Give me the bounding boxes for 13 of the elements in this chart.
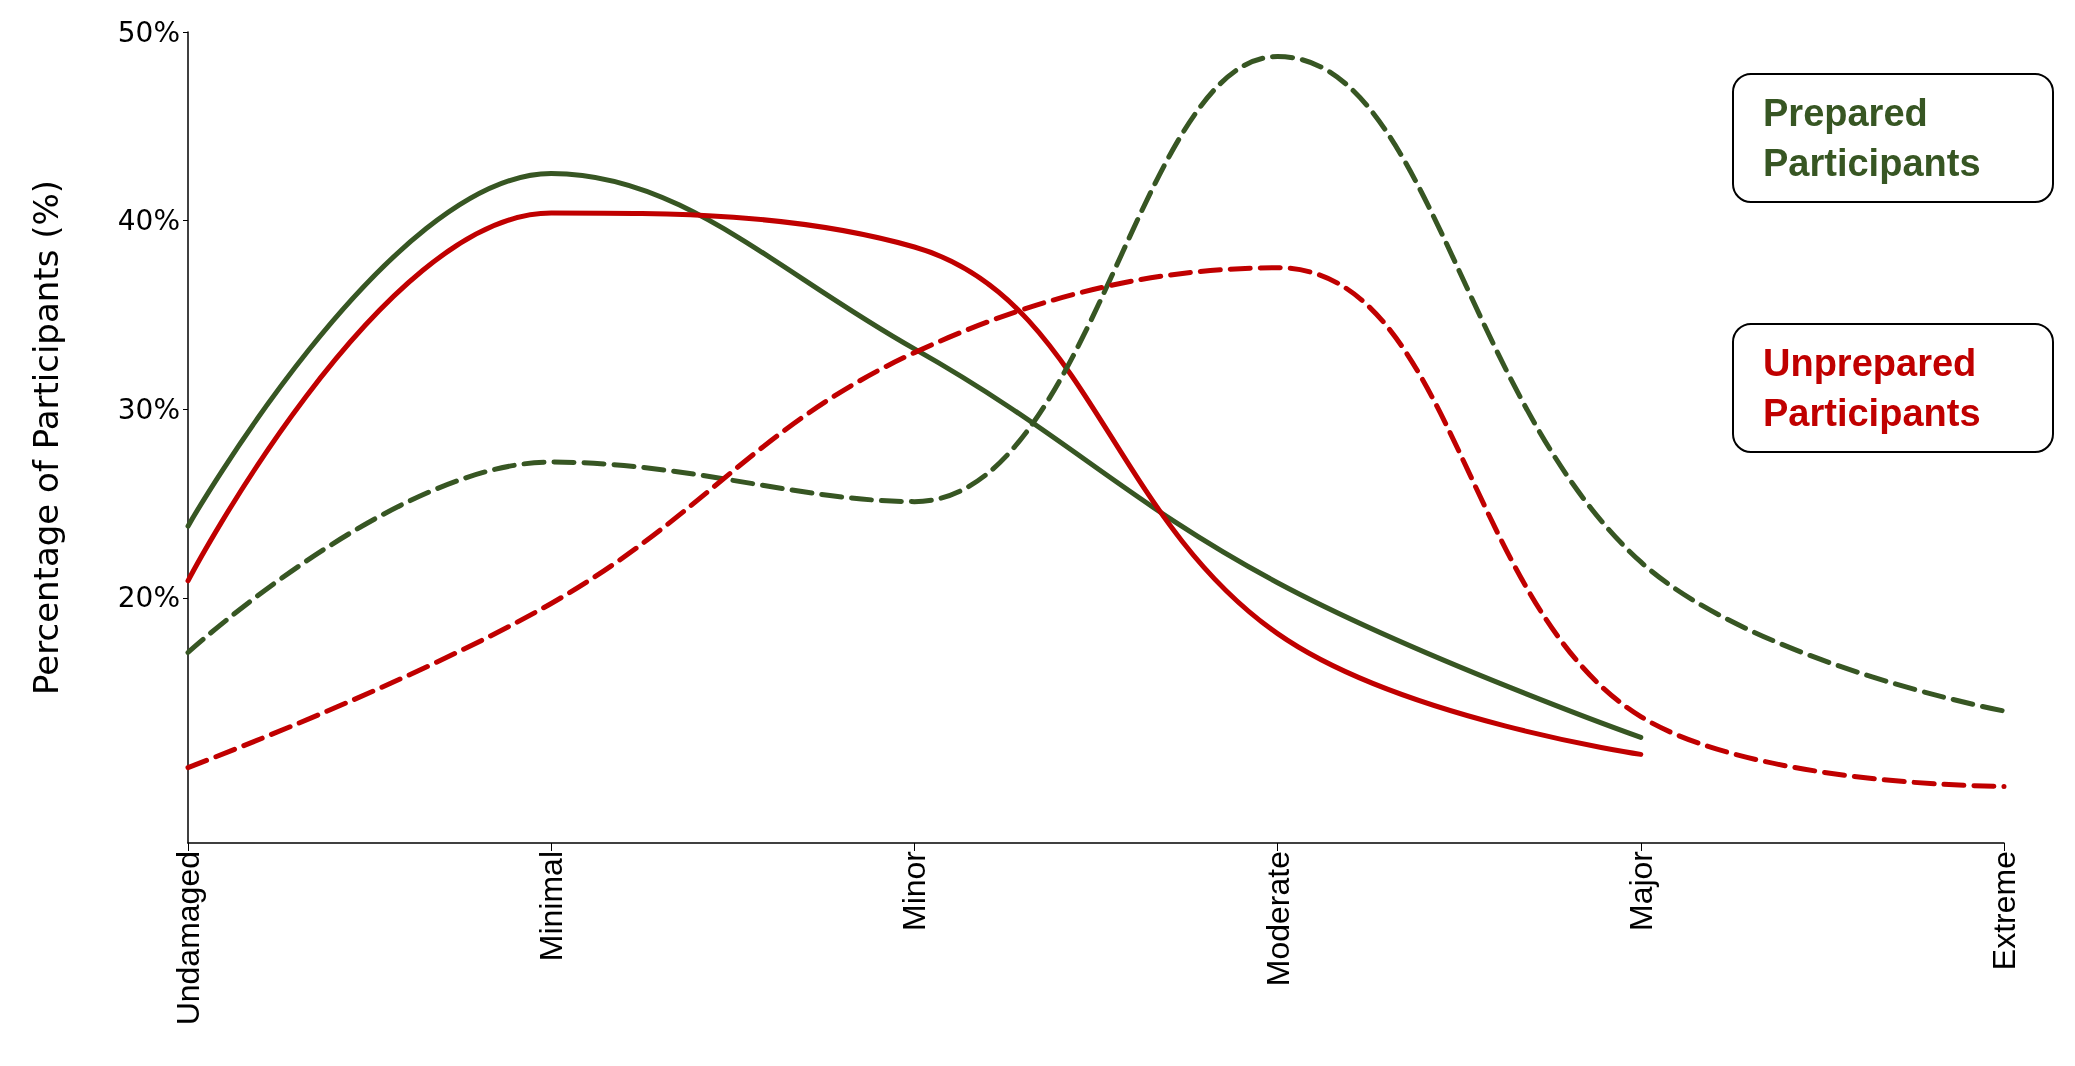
y-tick-label: 20% [117,581,180,615]
x-tick-label: Minor [896,850,933,932]
x-tick-label: Undamaged [170,851,206,1026]
y-axis-title: Percentage of Participants (%) [26,179,66,696]
y-tick-label: 40% [117,204,180,238]
x-tick-label: Minimal [533,851,570,962]
y-tick-label: 50% [117,15,180,49]
y-tick-label: 30% [117,392,180,426]
x-tick-label: Moderate [1259,851,1296,987]
x-tick-label: Major [1622,850,1659,932]
x-tick-label: Extreme [1986,851,2022,971]
text: Prepared Participants [1763,92,1981,184]
text: Unprepared Participants [1763,342,1981,434]
